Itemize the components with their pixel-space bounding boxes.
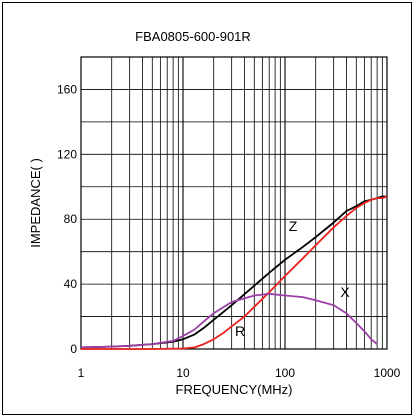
series-label-z: Z	[289, 218, 298, 234]
x-tick-labels: 1 10 100 1000	[78, 366, 401, 380]
x-tick-label: 10	[176, 366, 190, 380]
x-tick-label: 100	[275, 366, 295, 380]
y-axis-label: IMPEDANCE( )	[28, 158, 43, 248]
plot-border	[80, 56, 388, 350]
x-axis-label: FREQUENCY(MHz)	[176, 382, 293, 397]
impedance-chart: FBA0805-600-901R Z R X 1 10 100 1000 0 40 80 120…	[28, 29, 401, 397]
series-lines	[80, 195, 388, 350]
chart-title: FBA0805-600-901R	[135, 29, 251, 44]
chart-frame: FBA0805-600-901R Z R X 1 10 100 1000 0 40 80 120…	[2, 2, 412, 415]
series-labels: Z R X	[235, 218, 350, 339]
y-tick-label: 120	[57, 147, 77, 161]
grid	[81, 57, 387, 349]
y-tick-label: 160	[57, 82, 77, 96]
series-label-x: X	[340, 284, 350, 300]
series-line-r	[81, 195, 388, 350]
series-label-r: R	[235, 323, 245, 339]
y-tick-label: 80	[64, 212, 78, 226]
series-line-x	[80, 292, 378, 349]
y-tick-label: 40	[64, 277, 78, 291]
y-tick-labels: 0 40 80 120 160	[57, 82, 77, 356]
y-tick-label: 0	[70, 342, 77, 356]
x-tick-label: 1000	[374, 366, 401, 380]
x-tick-label: 1	[78, 366, 85, 380]
